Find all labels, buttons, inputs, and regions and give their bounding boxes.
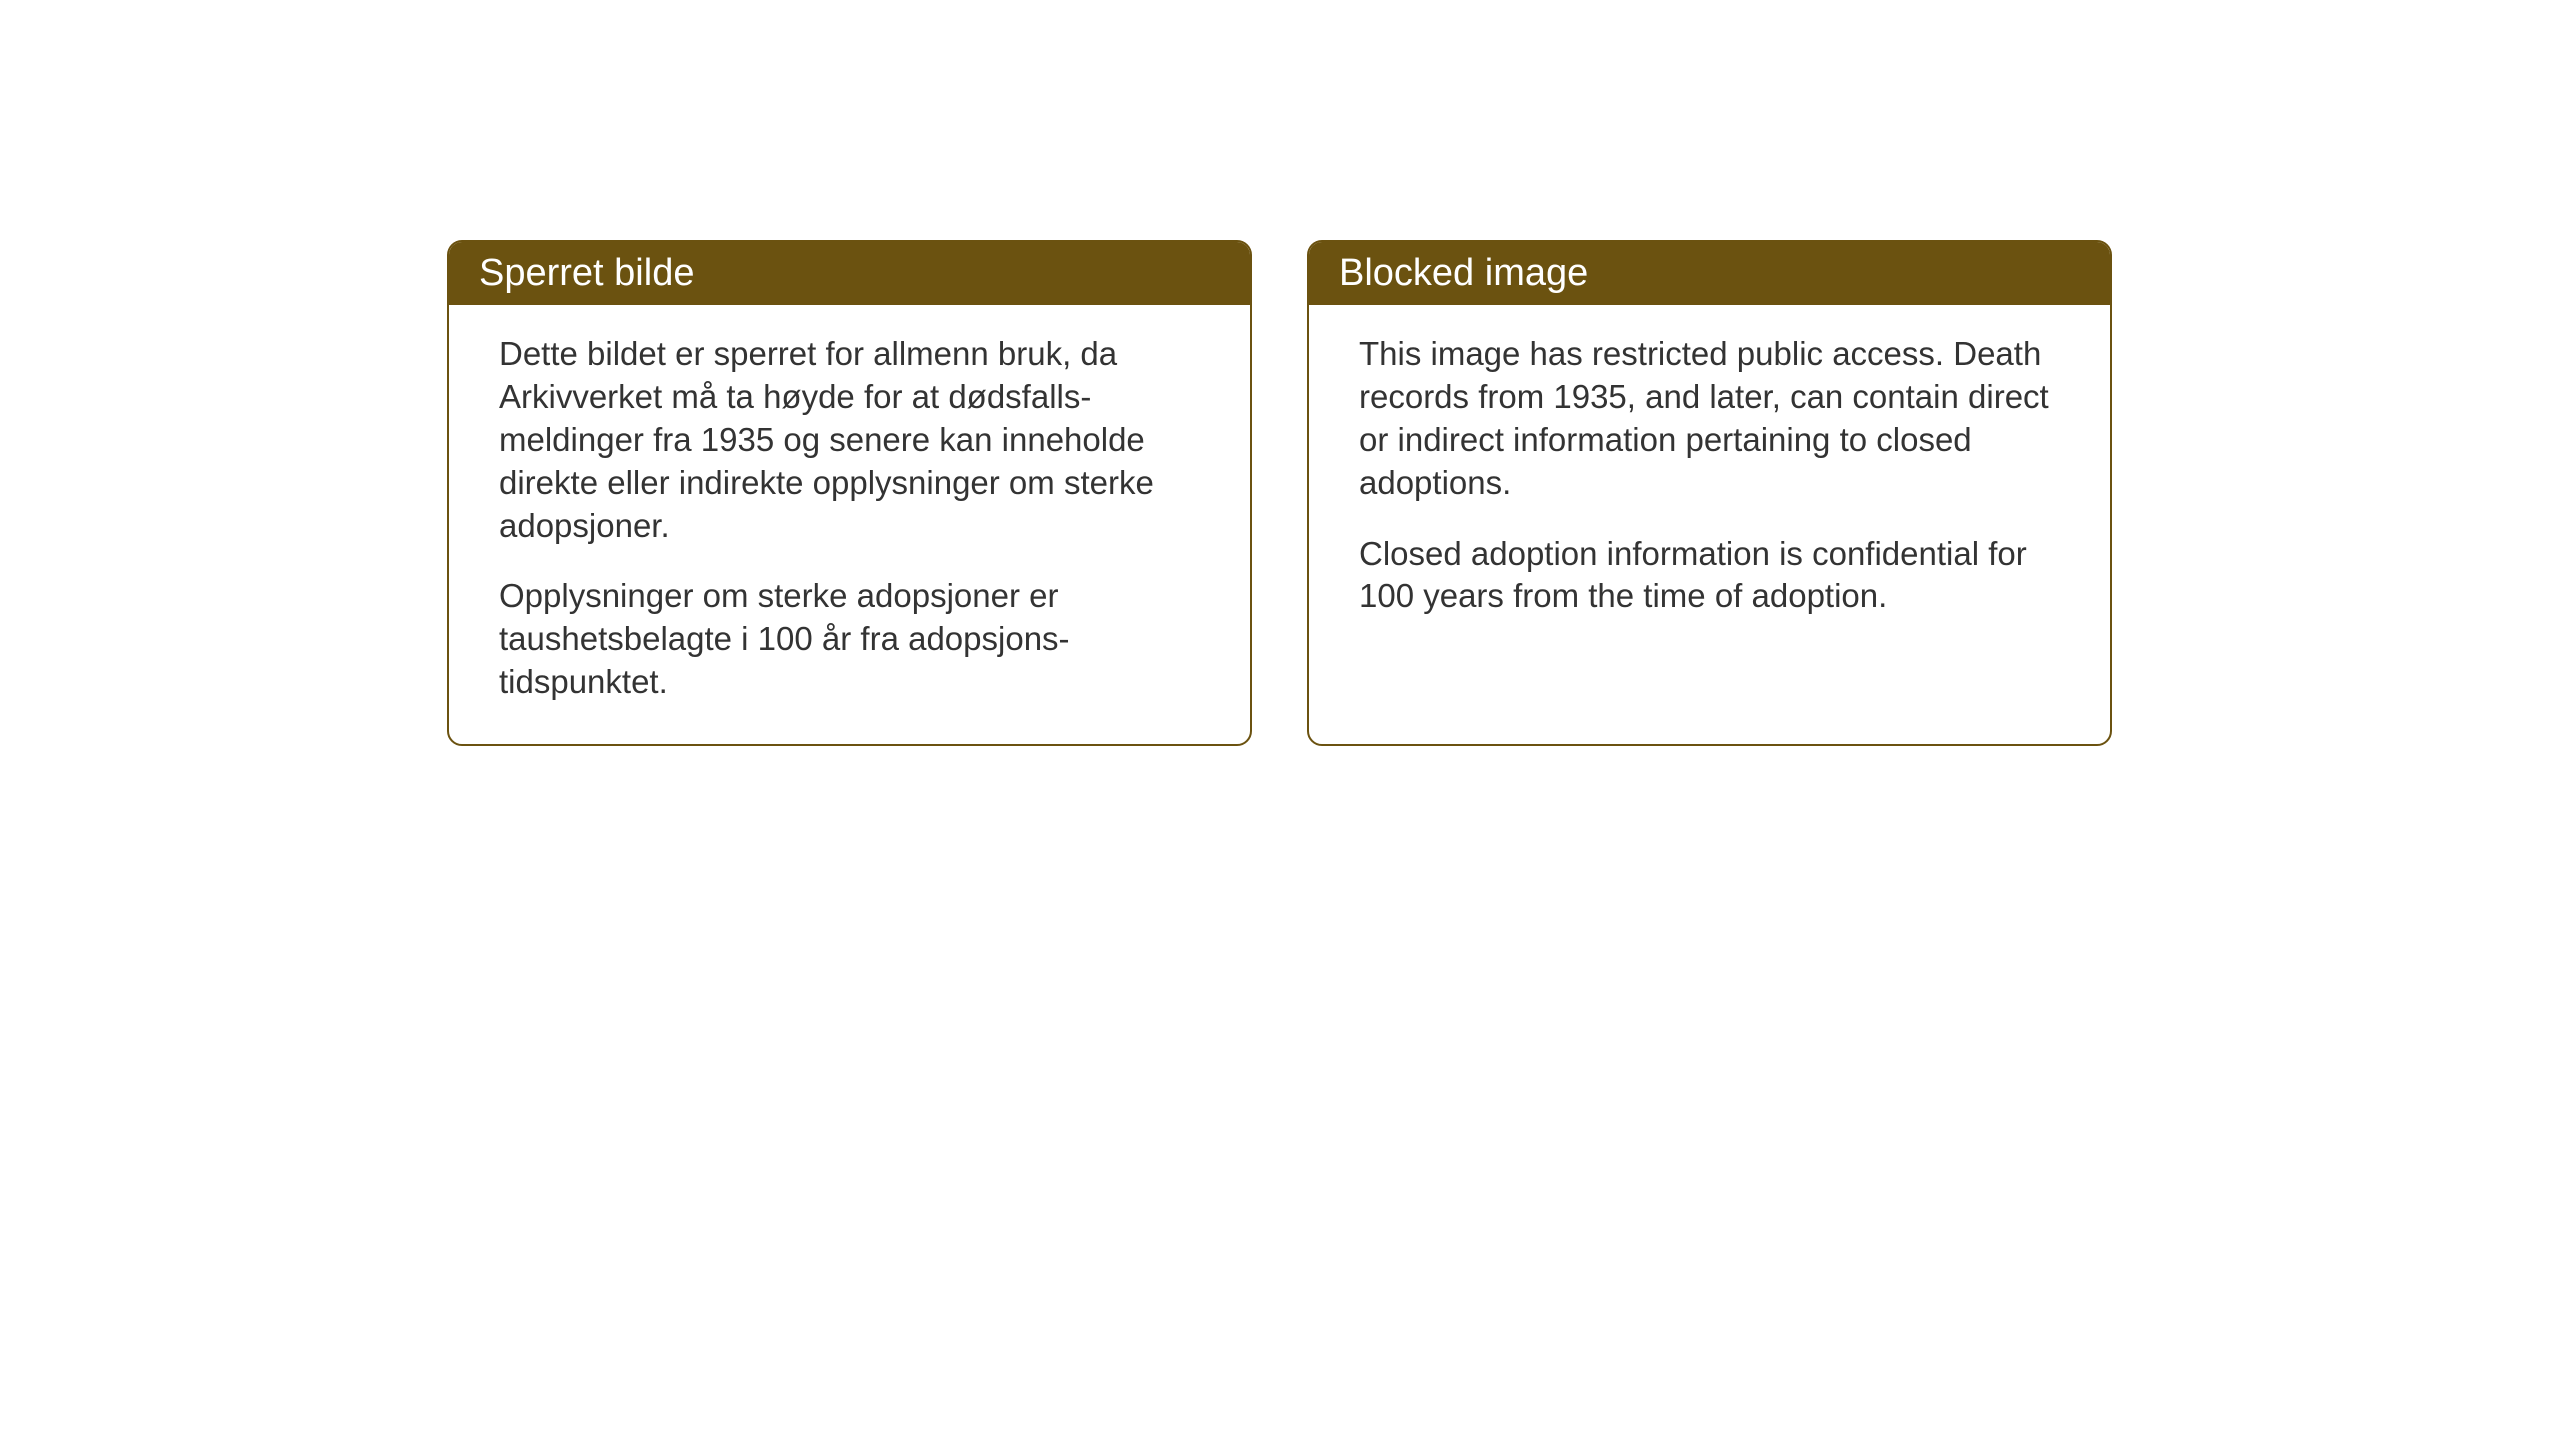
card-paragraph2-norwegian: Opplysninger om sterke adopsjoner er tau… — [499, 575, 1200, 704]
notice-card-english: Blocked image This image has restricted … — [1307, 240, 2112, 746]
notice-cards-container: Sperret bilde Dette bildet er sperret fo… — [447, 240, 2112, 746]
card-header-norwegian: Sperret bilde — [449, 242, 1250, 305]
card-body-norwegian: Dette bildet er sperret for allmenn bruk… — [449, 305, 1250, 744]
card-body-english: This image has restricted public access.… — [1309, 305, 2110, 658]
card-paragraph1-norwegian: Dette bildet er sperret for allmenn bruk… — [499, 333, 1200, 547]
notice-card-norwegian: Sperret bilde Dette bildet er sperret fo… — [447, 240, 1252, 746]
card-paragraph1-english: This image has restricted public access.… — [1359, 333, 2060, 505]
card-header-english: Blocked image — [1309, 242, 2110, 305]
card-paragraph2-english: Closed adoption information is confident… — [1359, 533, 2060, 619]
card-title-english: Blocked image — [1339, 252, 1588, 294]
card-title-norwegian: Sperret bilde — [479, 252, 694, 294]
